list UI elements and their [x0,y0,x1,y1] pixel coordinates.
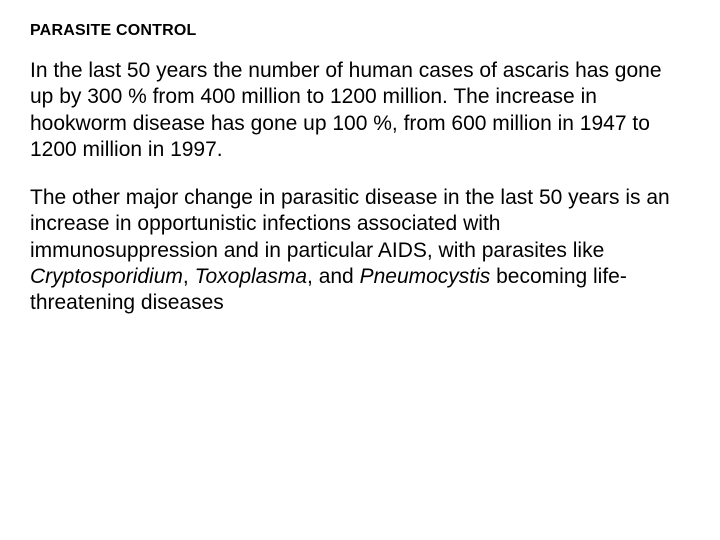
p2-italic-crypto: Cryptosporidium [30,265,183,288]
p2-italic-pneu: Pneumocystis [360,265,491,288]
slide-title: PARASITE CONTROL [30,22,692,40]
slide-page: PARASITE CONTROL In the last 50 years th… [0,0,720,540]
p2-italic-toxo: Toxoplasma [195,265,307,288]
p2-text-a: The other major change in parasitic dise… [30,186,670,262]
p2-text-e: , and [307,265,360,288]
paragraph-2: The other major change in parasitic dise… [30,185,670,316]
p2-text-c: , [183,265,195,288]
paragraph-1: In the last 50 years the number of human… [30,58,670,163]
